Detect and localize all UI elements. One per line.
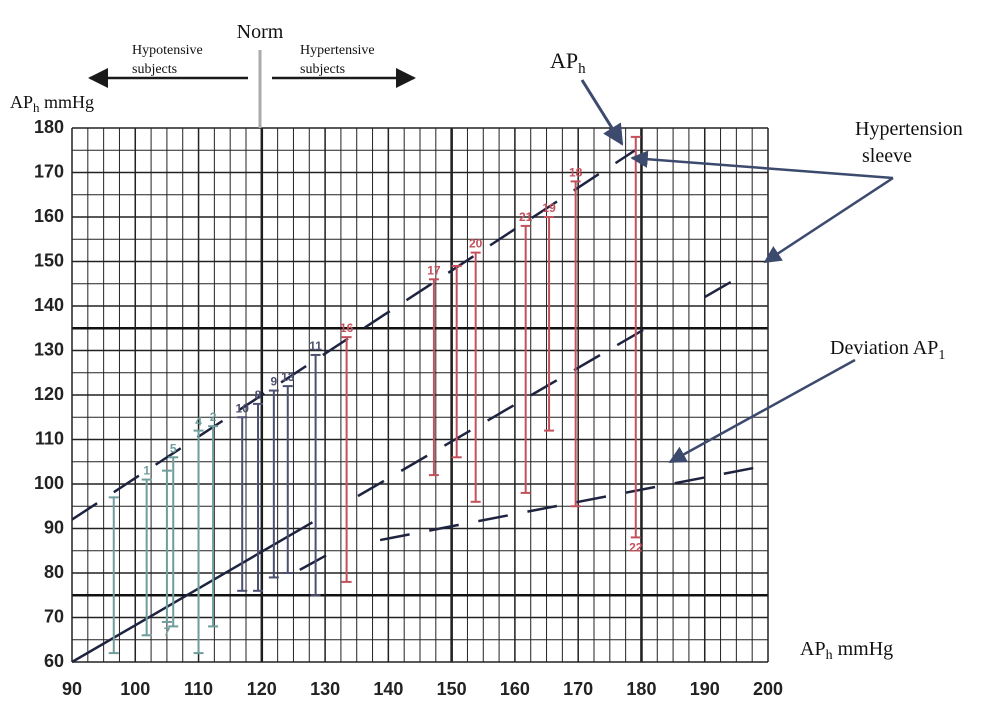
bar-label: 18	[569, 165, 583, 179]
bar-label: 17	[427, 263, 441, 277]
dashed-line	[71, 149, 636, 521]
x-tick-label: 110	[184, 679, 213, 699]
bar-label: 21	[519, 210, 533, 224]
bar-label: 8	[255, 388, 262, 402]
x-tick-label: 200	[753, 679, 783, 699]
norm-label: Norm	[237, 21, 284, 43]
y-label-base: AP	[10, 92, 33, 112]
y-tick-label: 130	[34, 339, 64, 359]
sleeve-label: sleeve	[862, 145, 912, 167]
dashed-line	[357, 328, 646, 498]
deviation-sub: 1	[938, 348, 945, 363]
dashed-line	[704, 272, 746, 299]
x-tick-label: 170	[563, 679, 593, 699]
deviation-label: Deviation AP1	[830, 337, 945, 363]
bar-label: 2	[210, 410, 217, 424]
bar-label: 7	[164, 625, 171, 639]
hypertensive-label: Hypertensive	[300, 43, 375, 58]
bar-label: 16	[340, 321, 354, 335]
arrow-sleeve-1	[630, 150, 894, 180]
sleeve-label: Hypertension	[855, 118, 963, 140]
bar-label: 19	[542, 201, 556, 215]
y-tick-label: 90	[44, 517, 64, 537]
bar-label: 10	[236, 401, 250, 415]
solid-line	[71, 521, 314, 664]
bar-label: 4	[195, 415, 202, 429]
aph-label: APh	[550, 48, 586, 77]
x-tick-label: 150	[437, 679, 467, 699]
arrow-aph	[580, 79, 624, 146]
y-tick-label: 100	[34, 473, 64, 493]
aph-base: AP	[550, 48, 578, 73]
y-axis-label: APh mmHg	[10, 92, 94, 115]
bar-label: 9	[270, 375, 277, 389]
hypotensive-label: Hypotensive	[132, 43, 203, 58]
x-label-suffix: mmHg	[833, 638, 894, 660]
bar-label: 20	[469, 237, 483, 251]
y-tick-label: 170	[34, 161, 64, 181]
arrow-deviation	[668, 358, 856, 464]
y-tick-label: 140	[34, 295, 64, 315]
x-label-sub: h	[826, 648, 833, 663]
x-tick-label: 180	[626, 679, 656, 699]
bar-label: 1	[143, 464, 150, 478]
x-tick-label: 90	[62, 679, 82, 699]
grid	[71, 127, 769, 663]
y-tick-label: 80	[44, 562, 64, 582]
x-axis-label: APh mmHg	[800, 638, 893, 663]
y-label-sub: h	[33, 100, 40, 115]
dashed-line	[299, 549, 336, 571]
y-label-suffix: mmHg	[40, 92, 95, 112]
y-tick-label: 110	[35, 428, 64, 448]
x-tick-label: 140	[373, 679, 403, 699]
bar-label: 22	[629, 540, 643, 554]
x-tick-label: 100	[120, 679, 150, 699]
y-tick-label: 120	[34, 384, 64, 404]
y-tick-label: 180	[34, 117, 64, 137]
bar-label: 11	[309, 339, 322, 353]
arrow-sleeve-2	[763, 176, 894, 264]
x-tick-label: 160	[500, 679, 530, 699]
x-label-base: AP	[800, 638, 826, 660]
bar-label: 5	[170, 441, 177, 455]
aph-sub: h	[578, 61, 586, 77]
deviation-base: Deviation AP	[830, 337, 938, 359]
y-tick-label: 160	[34, 206, 64, 226]
x-tick-label: 190	[690, 679, 720, 699]
bar-label: 13	[281, 370, 295, 384]
y-tick-label: 150	[34, 250, 64, 270]
hypotensive-label: subjects	[132, 62, 177, 77]
dashed-line	[379, 463, 771, 542]
y-tick-label: 60	[44, 651, 64, 671]
x-tick-label: 130	[310, 679, 340, 699]
x-tick-label: 120	[247, 679, 277, 699]
hypertensive-label: subjects	[300, 62, 345, 77]
y-tick-label: 70	[44, 606, 64, 626]
